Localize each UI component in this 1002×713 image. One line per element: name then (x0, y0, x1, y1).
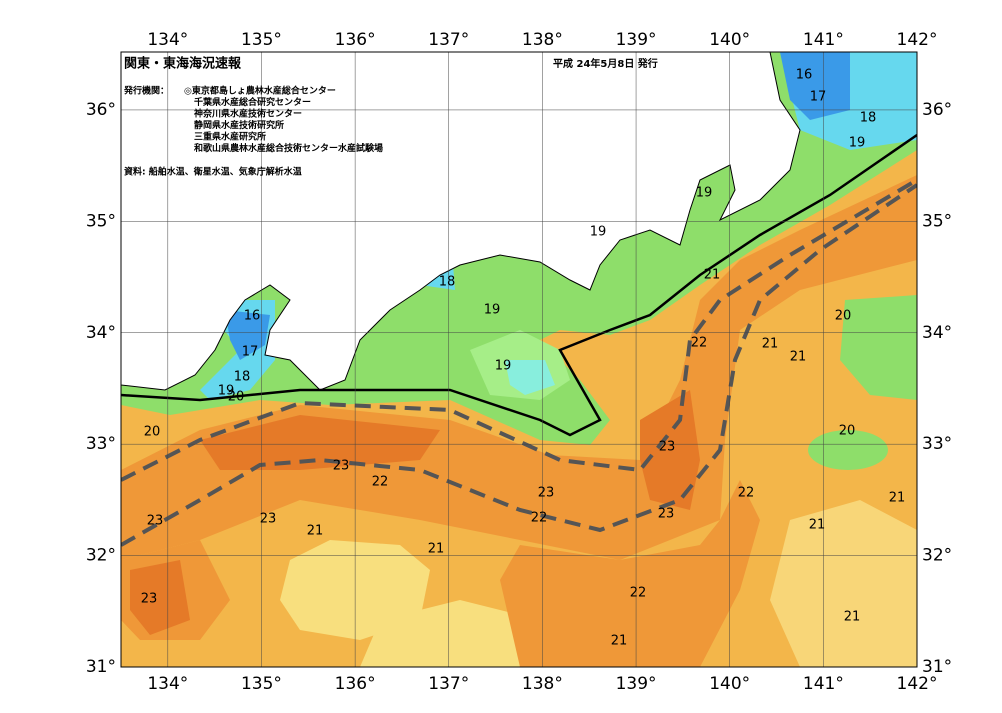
contour-label: 22 (738, 486, 755, 501)
warm-band (121, 175, 917, 667)
issuer: 千葉県水産総合研究センター (194, 96, 311, 108)
contour-label: 22 (630, 586, 647, 601)
lon-tick-label: 137° (428, 674, 469, 694)
kuroshio-axis (121, 183, 917, 547)
contour-label: 21 (307, 524, 324, 539)
issuer-label: 発行機関： (123, 85, 169, 97)
contour-line (121, 133, 917, 437)
contour-label: 21 (611, 634, 628, 649)
blue-patch (225, 310, 270, 360)
lon-tick-label: 142° (897, 674, 938, 694)
sst-fill (121, 52, 917, 667)
map-frame (120, 51, 918, 668)
contour-label: 19 (696, 186, 713, 201)
lat-tick-label: 33° (86, 434, 116, 454)
hot-core (640, 390, 700, 510)
lon-tick-label: 135° (241, 30, 282, 50)
lon-tick-label: 134° (147, 674, 188, 694)
land (121, 52, 801, 391)
contour-label: 20 (228, 390, 245, 405)
contour-label: 23 (333, 459, 350, 474)
contour-label: 21 (762, 337, 779, 352)
lat-tick-label: 31° (922, 657, 952, 677)
lat-tick-label: 35° (922, 211, 952, 231)
contour-label: 19 (218, 384, 235, 399)
issuer: 神奈川県水産技術センター (194, 108, 302, 120)
contour-label: 23 (538, 486, 555, 501)
issue-date: 平成 24年5月8日 発行 (553, 57, 658, 70)
lon-tick-label: 135° (241, 674, 282, 694)
issuer: 三重県水産研究所 (194, 131, 266, 143)
contour-label: 18 (860, 111, 877, 126)
contour-label: 21 (889, 491, 906, 506)
contour-label: 19 (495, 359, 512, 374)
lon-tick-label: 139° (616, 674, 657, 694)
contour-label: 20 (839, 424, 856, 439)
issuer: ◎東京都島しょ農林水産総合センター (184, 85, 336, 97)
title: 関東・東海海況速報 (124, 56, 242, 72)
lon-tick-label: 141° (803, 30, 844, 50)
cool-patch (770, 500, 917, 667)
lat-tick-label: 34° (86, 323, 116, 343)
green-patch (840, 295, 917, 400)
contour-label: 18 (439, 275, 456, 290)
lat-tick-label: 36° (922, 100, 952, 120)
contour-label: 20 (835, 309, 852, 324)
contour-label: 23 (141, 592, 158, 607)
contour-label: 23 (147, 514, 164, 529)
contour-label: 17 (242, 345, 259, 360)
contour-label: 20 (144, 425, 161, 440)
lon-tick-label: 137° (428, 30, 469, 50)
contour-label: 21 (809, 518, 826, 533)
lon-tick-label: 141° (803, 674, 844, 694)
lat-tick-label: 35° (86, 211, 116, 231)
contour-label: 19 (484, 303, 501, 318)
issuer: 静岡県水産技術研究所 (194, 119, 284, 131)
lon-tick-label: 138° (522, 30, 563, 50)
lon-tick-label: 142° (897, 30, 938, 50)
lon-tick-label: 136° (335, 30, 376, 50)
contour-label: 21 (844, 610, 861, 625)
lat-tick-label: 31° (86, 657, 116, 677)
green-patch (808, 430, 888, 470)
lon-tick-label: 139° (616, 30, 657, 50)
lon-tick-label: 140° (709, 30, 750, 50)
hot-core (130, 560, 190, 635)
lon-tick-label: 140° (709, 674, 750, 694)
contour-label: 18 (234, 370, 251, 385)
lon-tick-label: 134° (147, 30, 188, 50)
contour-label: 19 (849, 136, 866, 151)
sources: 資料: 船舶水温、衛星水温、気象庁解析水温 (124, 166, 302, 178)
contour-label: 21 (790, 350, 807, 365)
contour-label: 21 (704, 268, 721, 283)
contour-label: 23 (659, 440, 676, 455)
contour-label: 22 (531, 511, 548, 526)
contour-label: 22 (372, 475, 389, 490)
contour-label: 16 (244, 309, 261, 324)
contour-label: 17 (810, 90, 827, 105)
blue-patch (780, 52, 850, 120)
lat-tick-label: 32° (86, 546, 116, 566)
lat-tick-label: 32° (922, 546, 952, 566)
lon-tick-label: 136° (335, 674, 376, 694)
contour-label: 23 (260, 512, 277, 527)
lat-tick-label: 36° (86, 100, 116, 120)
hot-core (200, 415, 440, 470)
contour-label: 22 (691, 336, 708, 351)
contour-label: 19 (590, 225, 607, 240)
issuer: 和歌山県農林水産総合技術センター水産試験場 (193, 142, 383, 154)
lat-tick-label: 34° (922, 323, 952, 343)
contour-label: 21 (428, 542, 445, 557)
contour-label: 23 (658, 507, 675, 522)
issuer-list: ◎東京都島しょ農林水産総合センター千葉県水産総合研究センター神奈川県水産技術セン… (184, 85, 383, 155)
lon-tick-label: 138° (522, 674, 563, 694)
contour-label: 16 (796, 68, 813, 83)
lat-tick-label: 33° (922, 434, 952, 454)
kuroshio-axis (121, 178, 917, 482)
